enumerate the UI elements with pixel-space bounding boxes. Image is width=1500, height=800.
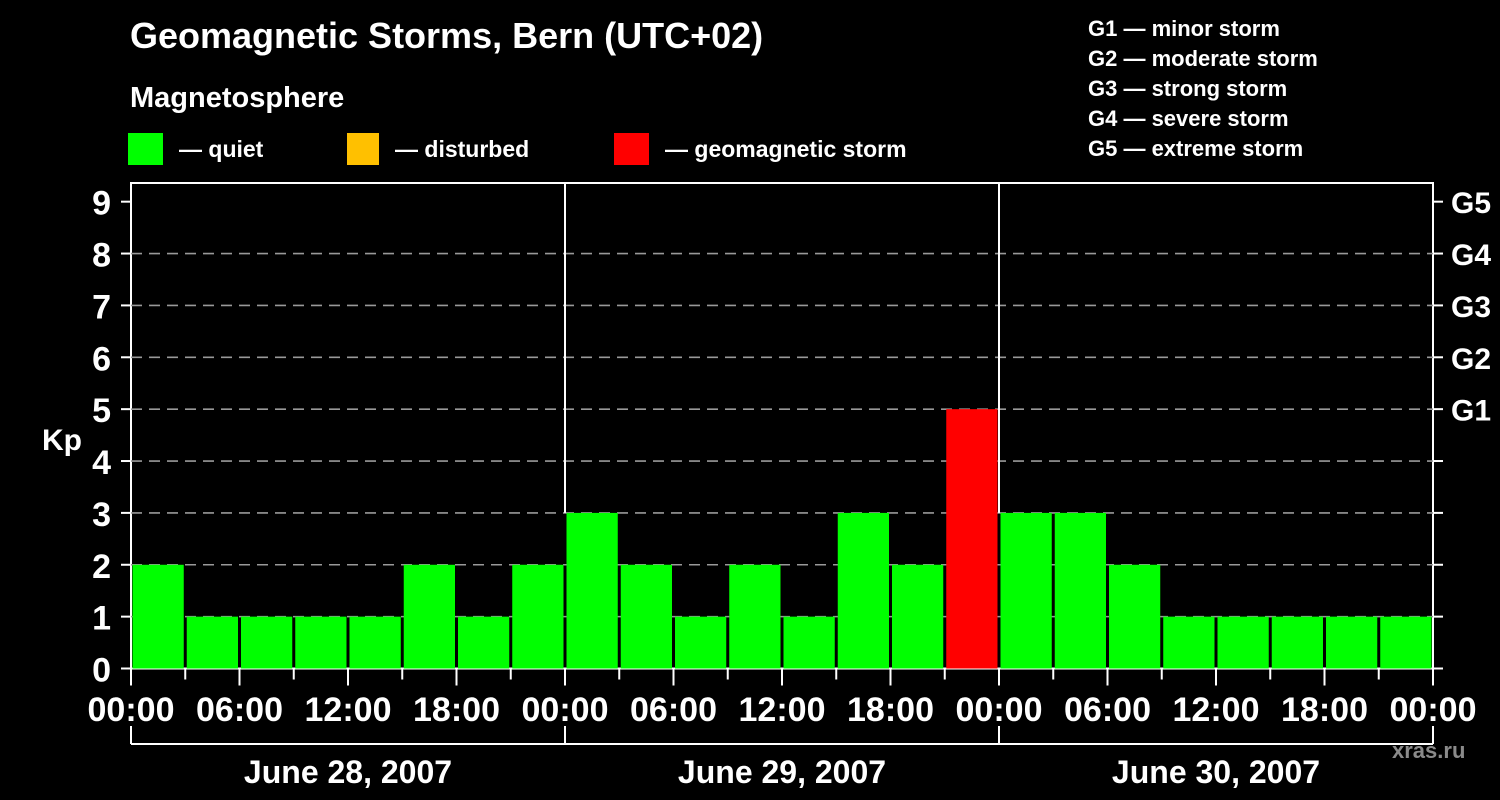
svg-text:00:00: 00:00 xyxy=(956,691,1043,729)
svg-text:00:00: 00:00 xyxy=(522,691,609,729)
svg-text:18:00: 18:00 xyxy=(1281,691,1368,729)
svg-text:Kp: Kp xyxy=(42,424,82,457)
svg-text:5: 5 xyxy=(92,392,111,430)
svg-text:G3: G3 xyxy=(1451,291,1491,324)
svg-text:0: 0 xyxy=(92,652,111,690)
svg-text:June 28, 2007: June 28, 2007 xyxy=(244,754,452,790)
svg-text:18:00: 18:00 xyxy=(413,691,500,729)
svg-text:G1: G1 xyxy=(1451,395,1491,428)
svg-text:00:00: 00:00 xyxy=(88,691,175,729)
svg-text:1: 1 xyxy=(92,600,111,638)
svg-text:G2: G2 xyxy=(1451,343,1491,376)
svg-text:2: 2 xyxy=(92,548,111,586)
svg-text:G5: G5 xyxy=(1451,187,1491,220)
svg-text:9: 9 xyxy=(92,185,111,223)
svg-text:12:00: 12:00 xyxy=(739,691,826,729)
svg-text:6: 6 xyxy=(92,340,111,378)
svg-text:3: 3 xyxy=(92,496,111,534)
svg-text:06:00: 06:00 xyxy=(1064,691,1151,729)
svg-text:18:00: 18:00 xyxy=(847,691,934,729)
svg-text:June 29, 2007: June 29, 2007 xyxy=(678,754,886,790)
svg-text:4: 4 xyxy=(92,444,111,482)
svg-text:12:00: 12:00 xyxy=(1173,691,1260,729)
svg-text:June 30, 2007: June 30, 2007 xyxy=(1112,754,1320,790)
svg-text:G4: G4 xyxy=(1451,239,1491,272)
svg-text:8: 8 xyxy=(92,237,111,275)
svg-text:06:00: 06:00 xyxy=(196,691,283,729)
svg-text:7: 7 xyxy=(92,288,111,326)
svg-text:06:00: 06:00 xyxy=(630,691,717,729)
svg-text:00:00: 00:00 xyxy=(1390,691,1477,729)
svg-text:12:00: 12:00 xyxy=(305,691,392,729)
